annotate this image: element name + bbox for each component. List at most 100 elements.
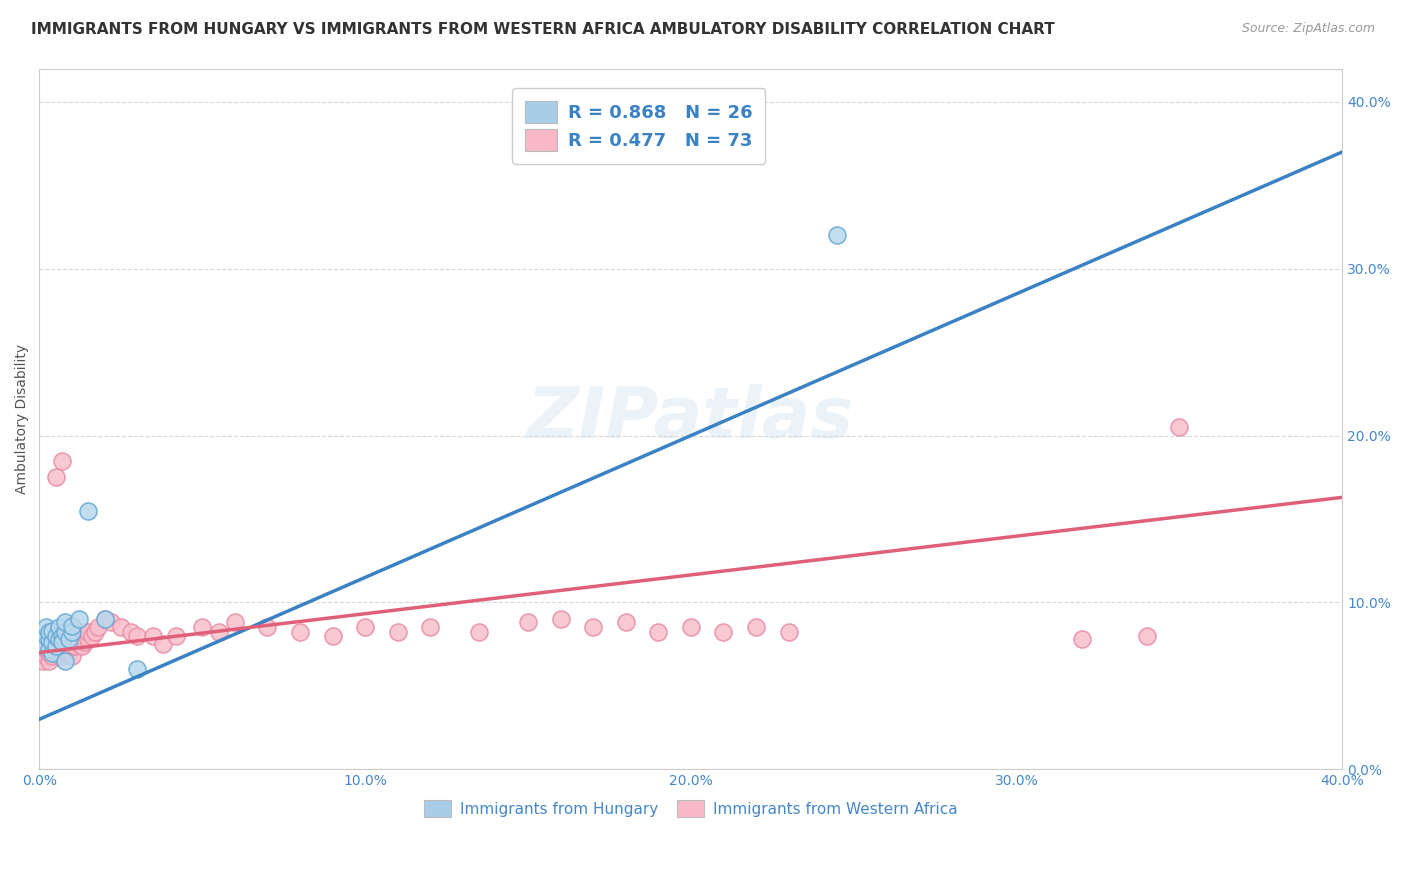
Point — [41, 639, 63, 653]
Point — [1168, 420, 1191, 434]
Point — [38, 625, 60, 640]
Point — [67, 612, 90, 626]
Point — [31, 654, 53, 668]
Text: Source: ZipAtlas.com: Source: ZipAtlas.com — [1241, 22, 1375, 36]
Point — [58, 625, 80, 640]
Point — [41, 646, 63, 660]
Point — [45, 639, 67, 653]
Point — [93, 612, 115, 626]
Point — [55, 635, 77, 649]
Point — [87, 620, 110, 634]
Point — [48, 648, 70, 663]
Point — [45, 637, 67, 651]
Text: ZIPatlas: ZIPatlas — [527, 384, 855, 453]
Point — [165, 629, 187, 643]
Point — [745, 620, 768, 634]
Point — [419, 620, 441, 634]
Point — [679, 620, 702, 634]
Point — [1070, 632, 1092, 647]
Point — [256, 620, 278, 634]
Point — [1136, 629, 1159, 643]
Point — [224, 615, 246, 630]
Point — [70, 639, 93, 653]
Point — [77, 632, 100, 647]
Point — [100, 615, 122, 630]
Point — [38, 642, 60, 657]
Point — [38, 632, 60, 647]
Point — [827, 228, 849, 243]
Legend: Immigrants from Hungary, Immigrants from Western Africa: Immigrants from Hungary, Immigrants from… — [416, 793, 966, 825]
Point — [51, 453, 73, 467]
Point — [517, 615, 540, 630]
Point — [73, 635, 96, 649]
Point — [93, 612, 115, 626]
Point — [70, 629, 93, 643]
Point — [207, 625, 229, 640]
Point — [48, 620, 70, 634]
Point — [142, 629, 165, 643]
Point — [83, 625, 105, 640]
Point — [550, 612, 572, 626]
Point — [55, 646, 77, 660]
Point — [55, 615, 77, 630]
Point — [35, 648, 58, 663]
Point — [41, 629, 63, 643]
Point — [45, 646, 67, 660]
Point — [31, 637, 53, 651]
Point — [48, 632, 70, 647]
Point — [41, 635, 63, 649]
Point — [58, 632, 80, 647]
Point — [51, 635, 73, 649]
Point — [120, 625, 142, 640]
Point — [77, 504, 100, 518]
Point — [45, 470, 67, 484]
Point — [38, 646, 60, 660]
Point — [354, 620, 377, 634]
Point — [45, 625, 67, 640]
Point — [614, 615, 637, 630]
Point — [191, 620, 214, 634]
Point — [387, 625, 409, 640]
Point — [55, 625, 77, 640]
Point — [60, 619, 83, 633]
Point — [60, 629, 83, 643]
Y-axis label: Ambulatory Disability: Ambulatory Disability — [15, 343, 30, 494]
Point — [38, 654, 60, 668]
Point — [35, 632, 58, 647]
Point — [60, 648, 83, 663]
Point — [152, 637, 174, 651]
Point — [127, 662, 149, 676]
Text: IMMIGRANTS FROM HUNGARY VS IMMIGRANTS FROM WESTERN AFRICA AMBULATORY DISABILITY : IMMIGRANTS FROM HUNGARY VS IMMIGRANTS FR… — [31, 22, 1054, 37]
Point — [288, 625, 311, 640]
Point — [67, 637, 90, 651]
Point — [77, 625, 100, 640]
Point — [55, 625, 77, 640]
Point — [80, 629, 103, 643]
Point — [60, 639, 83, 653]
Point — [45, 629, 67, 643]
Point — [35, 620, 58, 634]
Point — [51, 629, 73, 643]
Point — [322, 629, 344, 643]
Point — [51, 648, 73, 663]
Point — [110, 620, 132, 634]
Point — [647, 625, 669, 640]
Point — [127, 629, 149, 643]
Point — [41, 648, 63, 663]
Point — [55, 654, 77, 668]
Point — [60, 625, 83, 640]
Point — [35, 629, 58, 643]
Point — [51, 639, 73, 653]
Point — [713, 625, 735, 640]
Point — [51, 629, 73, 643]
Point — [58, 646, 80, 660]
Point — [38, 635, 60, 649]
Point — [67, 625, 90, 640]
Point — [778, 625, 800, 640]
Point — [58, 635, 80, 649]
Point — [582, 620, 605, 634]
Point — [468, 625, 491, 640]
Point — [35, 642, 58, 657]
Point — [31, 637, 53, 651]
Point — [65, 639, 87, 653]
